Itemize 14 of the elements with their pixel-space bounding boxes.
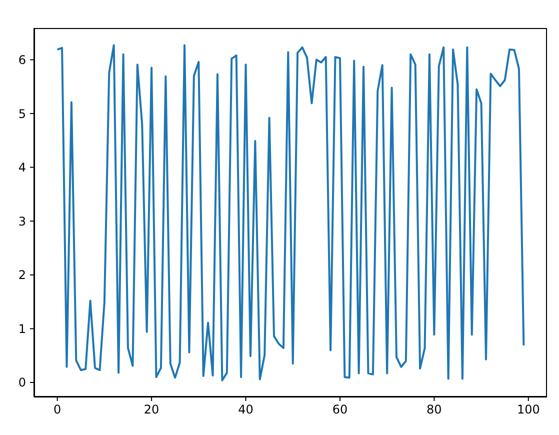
y-tick-label: 0 — [18, 376, 26, 390]
y-tick-label: 2 — [18, 268, 26, 282]
x-tick-label: 80 — [426, 402, 442, 417]
y-tick-label: 3 — [18, 214, 26, 228]
y-tick-label: 5 — [18, 106, 26, 121]
x-tick-label: 20 — [144, 402, 160, 417]
x-tick-label: 60 — [332, 402, 348, 417]
x-tick-label: 100 — [516, 402, 540, 417]
y-tick-label: 4 — [18, 160, 26, 175]
line-series — [56, 44, 525, 382]
y-tick-label: 6 — [18, 52, 26, 67]
y-tick-label: 1 — [18, 322, 26, 336]
x-tick-label: 40 — [238, 402, 254, 417]
x-tick-label: 0 — [54, 402, 62, 417]
